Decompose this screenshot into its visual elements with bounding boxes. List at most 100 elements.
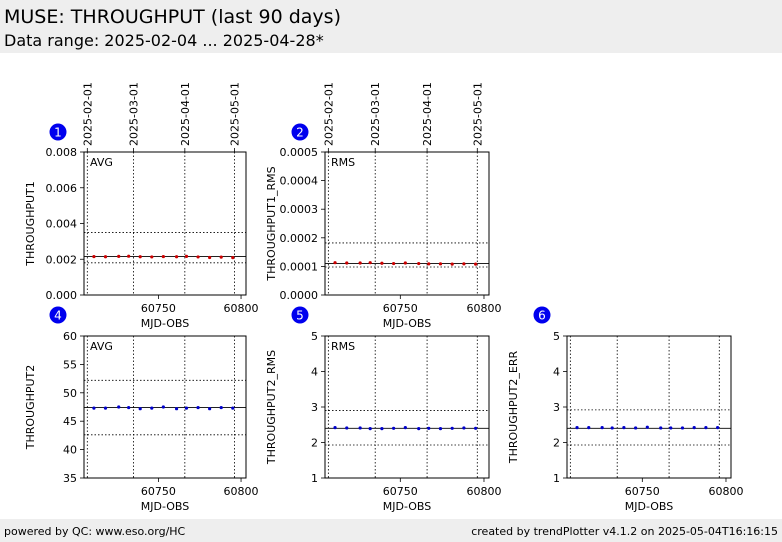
y-axis-label: THROUGHPUT2_ERR xyxy=(507,351,520,465)
x-tick-label: 60800 xyxy=(224,485,259,498)
data-point xyxy=(575,425,579,430)
x-tick-label: 60750 xyxy=(625,485,660,498)
data-point xyxy=(474,262,478,266)
y-tick-label: 0.0001 xyxy=(280,260,319,273)
data-point xyxy=(704,425,708,430)
data-point xyxy=(368,261,372,265)
date-tick-label: 2025-04-01 xyxy=(179,82,192,146)
x-axis-label: MJD-OBS xyxy=(141,317,189,330)
data-point xyxy=(103,406,108,410)
plot-frame xyxy=(83,335,247,479)
footer-generator: created by trendPlotter v4.1.2 on 2025-0… xyxy=(471,525,778,538)
y-tick-label: 0.002 xyxy=(46,253,78,266)
data-point xyxy=(392,261,396,266)
y-tick-label: 3 xyxy=(553,401,560,414)
data-point xyxy=(345,261,349,265)
x-tick-label: 60750 xyxy=(383,302,418,315)
data-point xyxy=(427,426,431,430)
panel-number-badge xyxy=(291,306,309,324)
data-point xyxy=(92,254,96,259)
y-tick-label: 0.0005 xyxy=(280,146,319,159)
footer-credit: powered by QC: www.eso.org/HC xyxy=(4,525,186,538)
chart-panel-2: 2025-02-01 2025-03-01 2025-04-01 2025-05-01… xyxy=(265,82,501,330)
data-point xyxy=(333,261,337,265)
y-tick-label: 1 xyxy=(311,472,318,485)
y-tick-label: 40 xyxy=(63,444,77,457)
data-point xyxy=(196,405,200,410)
data-point xyxy=(427,262,431,266)
data-point xyxy=(600,425,604,430)
y-tick-label: 4 xyxy=(553,366,560,379)
panel-stat-label: RMS xyxy=(331,156,355,169)
data-point xyxy=(358,261,362,265)
data-point xyxy=(610,426,614,430)
y-tick-label: 0.0000 xyxy=(280,289,319,302)
y-tick-label: 55 xyxy=(63,358,77,371)
panel-number-label: 4 xyxy=(54,309,62,323)
data-point xyxy=(138,407,142,411)
chart-panel-4: 35 40 45 50 55 60 60750 60800 MJD-OBS THROUGHPUT2… xyxy=(24,306,259,513)
data-point xyxy=(184,406,189,410)
data-point xyxy=(716,425,720,430)
date-tick-label: 2025-05-01 xyxy=(471,82,484,146)
y-tick-label: 35 xyxy=(63,472,77,485)
x-axis-label: MJD-OBS xyxy=(625,500,673,513)
x-axis-label: MJD-OBS xyxy=(141,500,189,513)
header-bar: MUSE: THROUGHPUT (last 90 days) Data ran… xyxy=(0,0,782,53)
data-point xyxy=(659,426,663,430)
y-axis-label: THROUGHPUT2 xyxy=(24,365,37,451)
data-point xyxy=(380,261,384,265)
data-point xyxy=(196,255,200,259)
data-point xyxy=(127,405,131,410)
plot-frame xyxy=(566,335,732,479)
data-point xyxy=(184,254,189,258)
y-tick-label: 2 xyxy=(553,437,560,450)
date-tick-label: 2025-02-01 xyxy=(81,82,94,146)
data-point xyxy=(450,262,454,266)
panel-number-label: 5 xyxy=(296,309,304,323)
y-axis-label: THROUGHPUT2_RMS xyxy=(265,350,278,465)
data-point xyxy=(219,405,223,410)
panel-stat-label: AVG xyxy=(90,156,113,169)
y-tick-label: 5 xyxy=(311,330,318,343)
data-point xyxy=(403,261,407,265)
x-tick-label: 60750 xyxy=(383,485,418,498)
panel-number-badge xyxy=(533,306,551,324)
x-axis-label: MJD-OBS xyxy=(383,317,431,330)
y-tick-label: 4 xyxy=(311,366,318,379)
data-point xyxy=(103,255,108,259)
date-tick-label: 2025-04-01 xyxy=(421,82,434,146)
data-point xyxy=(231,256,235,260)
data-point xyxy=(117,254,121,258)
date-tick-label: 2025-03-01 xyxy=(369,82,382,146)
data-point xyxy=(622,425,626,430)
y-tick-label: 3 xyxy=(311,401,318,414)
data-point xyxy=(174,255,179,259)
data-point xyxy=(680,426,685,430)
date-tick-label: 2025-05-01 xyxy=(228,82,241,146)
data-point xyxy=(208,407,212,411)
data-point xyxy=(358,426,362,430)
data-point xyxy=(474,426,478,430)
plot-frame xyxy=(83,151,247,296)
data-point xyxy=(380,427,384,431)
data-point xyxy=(634,426,638,430)
data-point xyxy=(174,407,179,411)
y-tick-label: 0.0003 xyxy=(280,203,319,216)
data-point xyxy=(392,426,396,430)
data-point xyxy=(669,426,673,430)
y-axis-label: THROUGHPUT1_RMS xyxy=(265,166,278,281)
date-tick-label: 2025-02-01 xyxy=(322,82,335,146)
data-point xyxy=(219,255,223,259)
data-point xyxy=(587,425,591,430)
panel-number-label: 1 xyxy=(54,126,62,140)
data-point xyxy=(150,406,154,410)
data-point xyxy=(692,425,696,430)
x-tick-label: 60800 xyxy=(708,485,743,498)
data-point xyxy=(138,255,142,259)
data-point xyxy=(462,426,466,430)
data-point xyxy=(150,255,154,259)
data-point xyxy=(450,426,454,430)
data-point xyxy=(417,261,421,266)
panel-number-badge xyxy=(49,306,67,324)
